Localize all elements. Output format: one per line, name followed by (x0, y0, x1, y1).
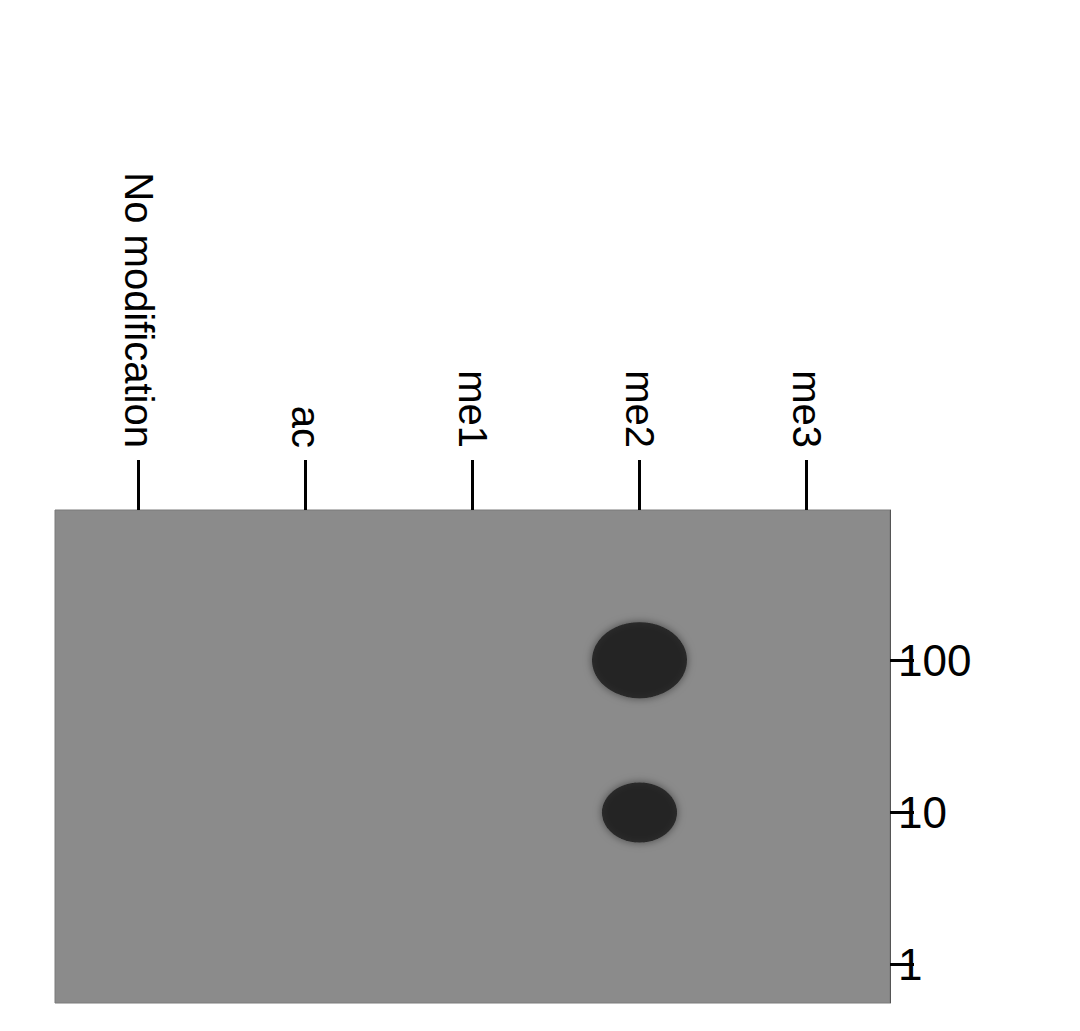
svg-text:1: 1 (898, 940, 922, 989)
svg-text:me1: me1 (451, 370, 495, 448)
svg-text:100: 100 (898, 636, 971, 685)
svg-text:me2: me2 (618, 370, 662, 448)
svg-text:10: 10 (898, 788, 947, 837)
svg-text:me3: me3 (785, 370, 829, 448)
svg-text:ac: ac (284, 406, 328, 448)
svg-text:No modification: No modification (117, 172, 161, 448)
